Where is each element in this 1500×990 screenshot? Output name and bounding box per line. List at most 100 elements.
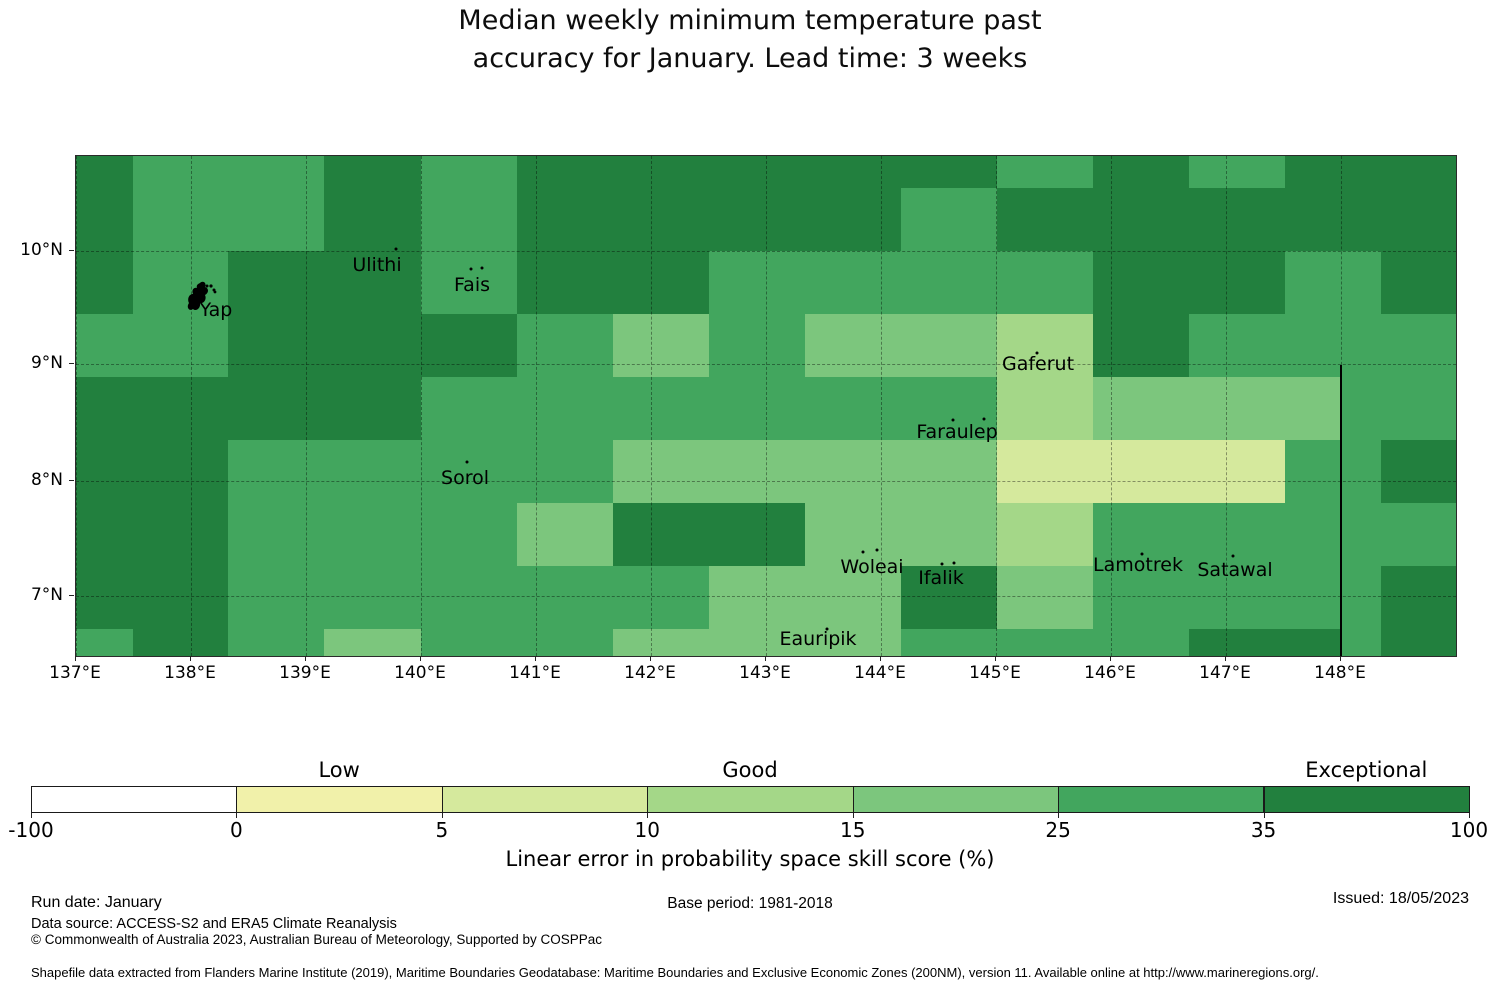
colorbar-tick-mark bbox=[236, 813, 238, 818]
x-tick-label: 139°E bbox=[279, 663, 331, 683]
map-cell bbox=[133, 156, 324, 188]
map-cell bbox=[228, 629, 324, 656]
colorbar-segment bbox=[1263, 786, 1470, 813]
grid-line-vertical bbox=[1111, 156, 1112, 656]
x-tick-label: 137°E bbox=[49, 663, 101, 683]
y-tick-mark bbox=[69, 363, 74, 364]
map-cell bbox=[613, 440, 997, 503]
island-label: Eauripik bbox=[779, 628, 857, 650]
map-cell bbox=[1189, 314, 1456, 377]
map-cell bbox=[228, 503, 517, 566]
colorbar-segment bbox=[31, 786, 238, 813]
island-label: Satawal bbox=[1197, 559, 1273, 581]
island-marker-dot bbox=[469, 267, 473, 271]
map-cell bbox=[228, 314, 517, 377]
island-marker-dot bbox=[982, 417, 986, 421]
map-cell bbox=[1093, 156, 1189, 188]
map-cell bbox=[1381, 566, 1456, 629]
colorbar-tick-mark bbox=[1469, 813, 1470, 818]
colorbar-tick-mark bbox=[1263, 813, 1265, 818]
data-source-text: Data source: ACCESS-S2 and ERA5 Climate … bbox=[31, 916, 397, 932]
map-cell bbox=[228, 566, 709, 629]
island-label: Woleai bbox=[840, 556, 904, 578]
colorbar-segment bbox=[1058, 786, 1265, 813]
map-cell bbox=[1093, 377, 1341, 440]
map-cell bbox=[805, 314, 997, 377]
map-cell bbox=[997, 377, 1093, 440]
x-tick-label: 144°E bbox=[854, 663, 906, 683]
island-marker-dot bbox=[1035, 351, 1039, 355]
island-label: Yap bbox=[199, 299, 233, 321]
map-cell bbox=[901, 629, 1189, 656]
x-tick-mark bbox=[1225, 656, 1226, 661]
map-cell bbox=[76, 251, 133, 314]
colorbar-category-label: Exceptional bbox=[1305, 758, 1428, 782]
map-cell bbox=[1189, 156, 1285, 188]
island-marker-dot bbox=[825, 627, 829, 631]
grid-line-vertical bbox=[1226, 156, 1227, 656]
map-cell bbox=[133, 629, 228, 656]
colorbar-tick-mark bbox=[1058, 813, 1060, 818]
map-cell bbox=[997, 566, 1093, 629]
grid-line-vertical bbox=[306, 156, 307, 656]
x-tick-mark bbox=[1340, 656, 1341, 661]
colorbar-tick-mark bbox=[441, 813, 443, 818]
map-cell bbox=[1285, 156, 1456, 188]
x-tick-mark bbox=[650, 656, 651, 661]
island-label: Lamotrek bbox=[1093, 554, 1183, 576]
map-cell bbox=[709, 251, 1093, 314]
colorbar-segment bbox=[852, 786, 1060, 813]
map-cell bbox=[997, 188, 1456, 251]
map-cell bbox=[421, 156, 517, 188]
map-cell bbox=[1093, 503, 1456, 566]
x-tick-label: 147°E bbox=[1199, 663, 1251, 683]
map-cell bbox=[709, 566, 901, 629]
map-cell bbox=[1341, 629, 1381, 656]
map-cell bbox=[517, 503, 613, 566]
grid-line-vertical bbox=[421, 156, 422, 656]
base-period-text: Base period: 1981-2018 bbox=[667, 895, 833, 912]
map-cell bbox=[517, 156, 997, 188]
x-tick-label: 146°E bbox=[1084, 663, 1136, 683]
x-tick-mark bbox=[420, 656, 421, 661]
map-cell bbox=[421, 629, 613, 656]
map-cell bbox=[517, 251, 709, 314]
map-cell bbox=[997, 156, 1093, 188]
map-cell bbox=[805, 503, 997, 566]
x-tick-mark bbox=[880, 656, 881, 661]
map-cell bbox=[76, 314, 228, 377]
grid-line-vertical bbox=[766, 156, 767, 656]
map-cell bbox=[324, 156, 421, 188]
colorbar-tick-mark bbox=[647, 813, 649, 818]
colorbar-category-label: Low bbox=[318, 758, 360, 782]
map-cell bbox=[997, 314, 1093, 377]
y-tick-label: 7°N bbox=[30, 585, 63, 605]
colorbar-tick-label: 25 bbox=[1045, 818, 1071, 842]
map-cell bbox=[1093, 314, 1189, 377]
map-cell bbox=[997, 440, 1285, 503]
map-cell bbox=[324, 188, 421, 251]
map-cell bbox=[76, 377, 421, 440]
y-tick-label: 9°N bbox=[30, 353, 63, 373]
grid-line-horizontal bbox=[76, 596, 1456, 597]
x-tick-label: 143°E bbox=[739, 663, 791, 683]
grid-line-vertical bbox=[76, 156, 77, 656]
map-cell bbox=[324, 629, 421, 656]
map-cell bbox=[1381, 251, 1456, 314]
yap-island-shape-icon bbox=[187, 281, 217, 311]
eez-boundary-line-segment bbox=[1340, 365, 1342, 656]
map-cell bbox=[1093, 251, 1285, 314]
x-tick-mark bbox=[190, 656, 191, 661]
chart-title-line1: Median weekly minimum temperature past bbox=[458, 5, 1042, 36]
issued-date-text: Issued: 18/05/2023 bbox=[1332, 890, 1469, 907]
chart-title-line2: accuracy for January. Lead time: 3 weeks bbox=[472, 43, 1028, 74]
colorbar-tick-label: 35 bbox=[1250, 818, 1277, 842]
map-cell bbox=[76, 566, 228, 629]
y-tick-mark bbox=[69, 480, 74, 481]
map-cell bbox=[76, 156, 133, 188]
colorbar bbox=[31, 786, 1470, 813]
colorbar-segment bbox=[647, 786, 854, 813]
colorbar-tick-label: 0 bbox=[230, 818, 243, 842]
map-cell bbox=[901, 188, 997, 251]
map-cell bbox=[76, 440, 228, 503]
